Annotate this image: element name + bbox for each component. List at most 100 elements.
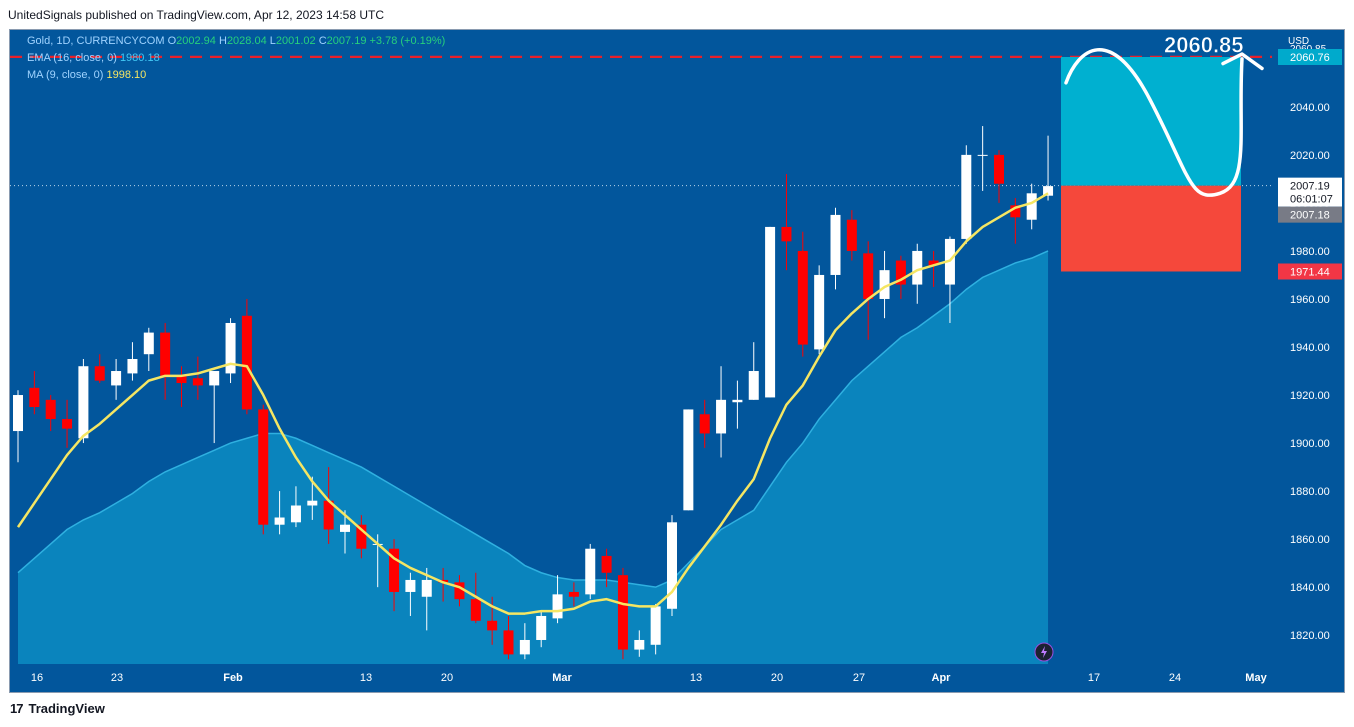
target-zone[interactable]	[1061, 56, 1241, 186]
bar-countdown: 06:01:07	[1290, 194, 1333, 206]
candle-down[interactable]	[356, 524, 367, 549]
price-axis[interactable]	[1272, 30, 1344, 692]
candle-up[interactable]	[830, 214, 841, 275]
candle-up[interactable]	[879, 270, 890, 299]
candle-down[interactable]	[470, 599, 481, 621]
candle-down[interactable]	[617, 575, 628, 650]
candle-up[interactable]	[143, 332, 154, 355]
legend-symbol: Gold, 1D, CURRENCYCOM	[27, 35, 165, 47]
time-tick: 20	[441, 672, 453, 684]
price-tick: 1900.00	[1290, 438, 1330, 450]
candle-up[interactable]	[78, 366, 89, 439]
candle-down[interactable]	[601, 555, 612, 573]
candle-down[interactable]	[323, 500, 334, 530]
candle-up[interactable]	[1026, 193, 1037, 220]
candle-up[interactable]	[585, 548, 596, 595]
candle-up[interactable]	[13, 395, 23, 432]
candle-down[interactable]	[568, 591, 579, 597]
candle-up[interactable]	[111, 371, 122, 386]
chart-frame: 2060.85 USD 1820.00 1840.00 1860.00 1880.00 19…	[9, 29, 1345, 693]
stop-zone[interactable]	[1061, 185, 1241, 272]
candle-up[interactable]	[683, 409, 694, 511]
candle-up[interactable]	[748, 371, 759, 400]
price-chart[interactable]: 2060.85 USD 1820.00 1840.00 1860.00 1880.00 19…	[10, 30, 1344, 692]
time-tick: Feb	[223, 672, 243, 684]
candle-up[interactable]	[650, 606, 661, 645]
candle-down[interactable]	[928, 260, 939, 266]
price-tag-current-text: 2007.19	[1290, 181, 1330, 193]
candle-up[interactable]	[290, 505, 301, 523]
price-tick: 2020.00	[1290, 150, 1330, 162]
candle-up[interactable]	[732, 399, 743, 403]
candle-up[interactable]	[716, 399, 727, 434]
forecast-arrowhead-icon	[1221, 52, 1264, 71]
time-tick: 27	[853, 672, 865, 684]
candle-up[interactable]	[340, 524, 350, 532]
candle-down[interactable]	[454, 582, 465, 600]
candle-up[interactable]	[127, 359, 138, 374]
candle-up[interactable]	[421, 579, 432, 597]
candle-up[interactable]	[961, 154, 972, 239]
publisher-line: UnitedSignals published on TradingView.c…	[8, 8, 385, 22]
price-tag-stop-text: 1971.44	[1290, 266, 1330, 278]
time-tick: 20	[771, 672, 783, 684]
legend-ema-value: 1980.18	[119, 52, 160, 64]
candle-down[interactable]	[503, 630, 514, 655]
tradingview-brand: TradingView	[28, 701, 105, 716]
candle-down[interactable]	[781, 226, 792, 242]
candle-up[interactable]	[536, 615, 547, 640]
candle-down[interactable]	[699, 414, 710, 434]
currency-label: USD	[1288, 36, 1309, 47]
price-tick: 1980.00	[1290, 246, 1330, 258]
candle-up[interactable]	[977, 154, 988, 156]
candle-up[interactable]	[912, 250, 923, 285]
candle-down[interactable]	[1010, 205, 1021, 218]
candle-up[interactable]	[552, 594, 563, 619]
candle-up[interactable]	[209, 371, 220, 386]
candle-down[interactable]	[389, 548, 400, 592]
price-tick: 1860.00	[1290, 534, 1330, 546]
price-tick: 1820.00	[1290, 630, 1330, 642]
time-tick: Apr	[932, 672, 952, 684]
candle-down[interactable]	[994, 154, 1004, 184]
ema-line	[17, 250, 1049, 588]
candle-up[interactable]	[225, 322, 236, 374]
legend-ema: EMA (16, close, 0) 1980.18	[27, 52, 160, 64]
ema-area	[18, 250, 1049, 664]
candle-up[interactable]	[519, 639, 530, 655]
candle-down[interactable]	[94, 366, 105, 381]
candle-down[interactable]	[241, 315, 252, 410]
candle-up[interactable]	[405, 579, 416, 592]
candle-up[interactable]	[274, 517, 285, 525]
candle-down[interactable]	[258, 409, 269, 525]
candle-up[interactable]	[307, 500, 318, 506]
time-tick: 23	[111, 672, 123, 684]
time-tick: 13	[360, 672, 372, 684]
candle-down[interactable]	[895, 260, 906, 285]
candle-down[interactable]	[62, 419, 73, 429]
candle-down[interactable]	[863, 253, 874, 299]
candle-up[interactable]	[814, 274, 825, 350]
candle-down[interactable]	[487, 620, 498, 631]
candle-up[interactable]	[765, 226, 776, 398]
price-tick: 1920.00	[1290, 390, 1330, 402]
legend-ma-value: 1998.10	[106, 69, 147, 81]
candle-up[interactable]	[667, 522, 677, 609]
candle-down[interactable]	[160, 332, 171, 376]
candle-down[interactable]	[29, 387, 40, 408]
candle-up[interactable]	[1043, 186, 1054, 196]
time-tick: 24	[1169, 672, 1181, 684]
price-tag-target-text: 2060.76	[1290, 52, 1330, 64]
candle-down[interactable]	[176, 375, 187, 384]
time-tick: 13	[690, 672, 702, 684]
candle-down[interactable]	[846, 219, 857, 251]
candle-down[interactable]	[797, 250, 808, 345]
candle-down[interactable]	[45, 399, 56, 420]
candle-down[interactable]	[192, 378, 203, 386]
ma-line	[16, 192, 1049, 615]
price-tag-target	[1278, 48, 1342, 65]
time-axis[interactable]	[10, 664, 1272, 692]
forecast-path	[1064, 48, 1244, 197]
tradingview-footer[interactable]: 17 TradingView	[10, 701, 105, 716]
candle-up[interactable]	[634, 639, 645, 650]
